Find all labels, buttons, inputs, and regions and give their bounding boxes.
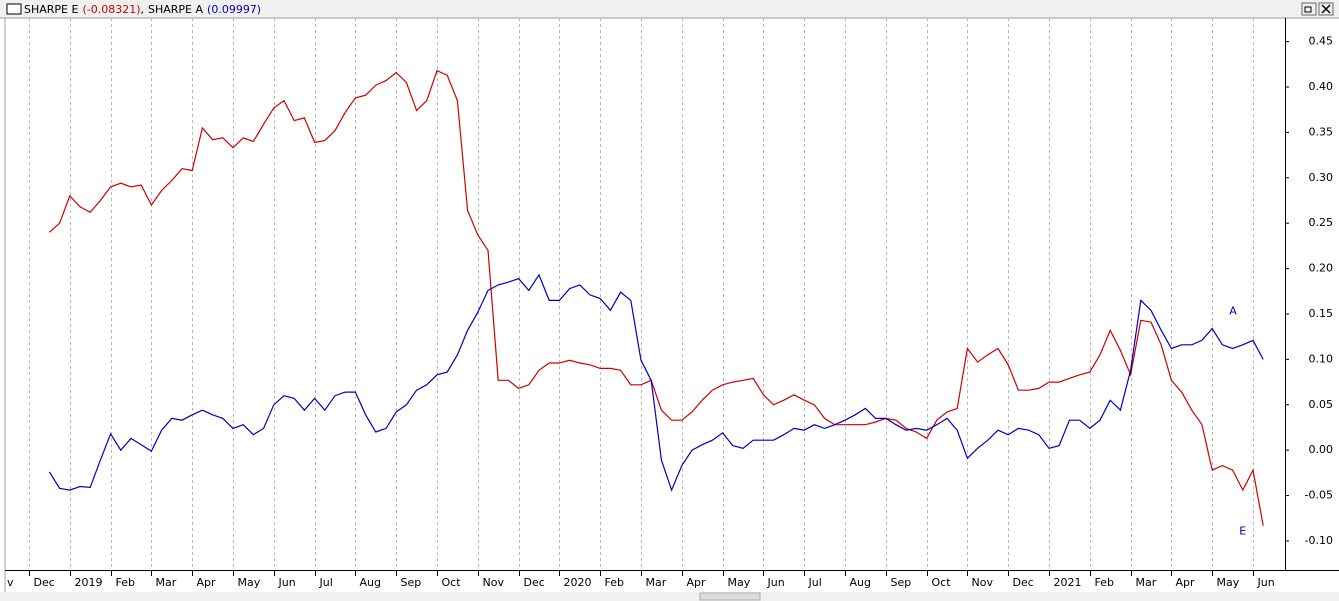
- x-tick-label: May: [1217, 576, 1240, 589]
- x-tick-label: 2021: [1054, 576, 1082, 589]
- y-tick-label: 0.15: [1309, 307, 1334, 320]
- y-tick-label: 0.35: [1309, 125, 1334, 138]
- x-tick-label: Nov: [483, 576, 505, 589]
- y-tick-label: 0.00: [1309, 443, 1334, 456]
- x-tick-label: Aug: [360, 576, 381, 589]
- x-tick-label: 2020: [564, 576, 592, 589]
- close-icon: [1321, 4, 1331, 14]
- y-tick-label: 0.25: [1309, 216, 1334, 229]
- restore-button[interactable]: [1301, 2, 1317, 16]
- x-tick-label: May: [238, 576, 261, 589]
- y-tick-label: 0.30: [1309, 171, 1334, 184]
- y-tick-label: 0.40: [1309, 80, 1334, 93]
- legend-value: (-0.08321): [82, 3, 140, 16]
- x-tick-label: Apr: [687, 576, 707, 589]
- x-tick-label: Jun: [767, 576, 785, 589]
- x-tick-label: Feb: [116, 576, 135, 589]
- x-tick-label: May: [728, 576, 751, 589]
- x-tick-label: Jul: [808, 576, 822, 589]
- series-line: [49, 69, 1264, 526]
- y-tick-label: -0.05: [1305, 489, 1333, 502]
- legend-name: SHARPE E: [24, 3, 79, 16]
- series-end-label: A: [1229, 304, 1237, 317]
- x-tick-label: Dec: [524, 576, 545, 589]
- x-tick-label: Mar: [156, 576, 177, 589]
- y-tick-label: 0.45: [1309, 35, 1334, 48]
- x-tick-label: Nov: [972, 576, 994, 589]
- x-tick-label: Jun: [1257, 576, 1275, 589]
- x-tick-label: 2019: [75, 576, 103, 589]
- series-line: [48, 273, 1264, 492]
- y-tick-label: 0.20: [1309, 262, 1334, 275]
- y-tick-label: 0.05: [1309, 398, 1334, 411]
- x-tick-label: Sep: [401, 576, 422, 589]
- x-tick-label: Jun: [278, 576, 296, 589]
- x-tick-label: Dec: [34, 576, 55, 589]
- x-tick-label: Sep: [891, 576, 912, 589]
- y-tick-label: 0.10: [1309, 352, 1334, 365]
- legend-value: (0.09997): [207, 3, 261, 16]
- legend-separator: ,: [141, 3, 145, 16]
- x-tick-label: Oct: [442, 576, 462, 589]
- x-tick-label: Jul: [319, 576, 333, 589]
- x-tick-label: Feb: [605, 576, 624, 589]
- restore-icon: [1304, 6, 1312, 13]
- title-bar: [0, 0, 1339, 18]
- x-tick-label: Feb: [1095, 576, 1114, 589]
- x-tick-label: Mar: [646, 576, 667, 589]
- x-tick-label: Apr: [1176, 576, 1196, 589]
- plot-area: v Dec 2019 Feb Mar Apr May Jun Jul Aug Sep Oct Nov De…: [7, 18, 1275, 589]
- x-tick-label: Oct: [932, 576, 952, 589]
- y-tick-label: -0.10: [1305, 534, 1333, 547]
- series-end-label: E: [1239, 525, 1246, 538]
- x-tick-label: Mar: [1136, 576, 1157, 589]
- scrollbar[interactable]: [0, 592, 1339, 601]
- legend-name: SHARPE A: [148, 3, 204, 16]
- window-icon[interactable]: [6, 3, 22, 15]
- x-tick-label: Dec: [1013, 576, 1034, 589]
- x-tick-label: v: [7, 576, 14, 589]
- scrollbar-thumb[interactable]: [699, 592, 761, 601]
- x-tick-label: Apr: [197, 576, 217, 589]
- x-tick-label: Aug: [850, 576, 871, 589]
